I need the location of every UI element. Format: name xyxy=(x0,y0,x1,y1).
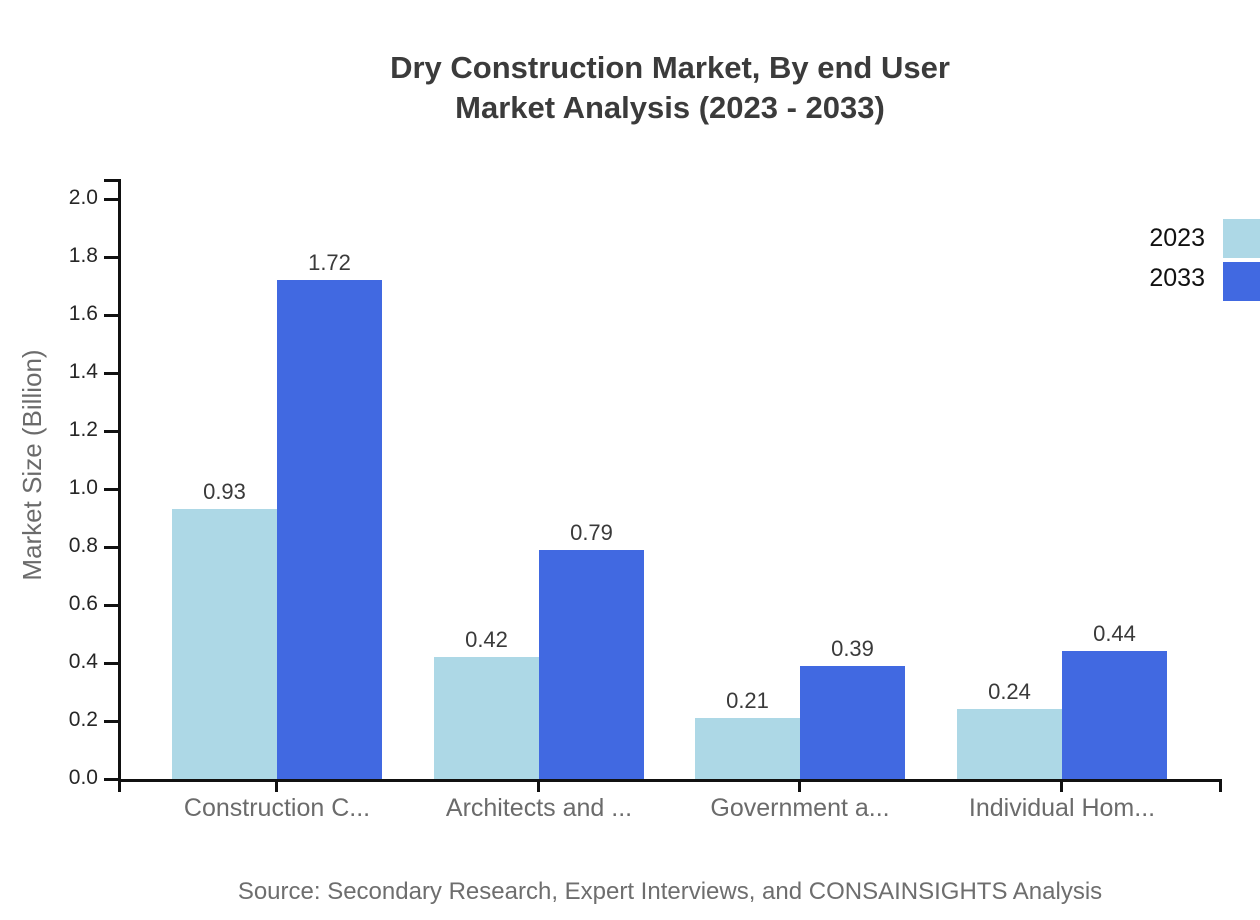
bar-2023-1 xyxy=(434,657,539,779)
x-tick-3 xyxy=(1060,779,1063,792)
bar-2023-2 xyxy=(695,718,800,779)
category-label-2: Government a... xyxy=(710,794,890,822)
bar-2033-0 xyxy=(277,280,382,779)
x-tick-1 xyxy=(537,779,540,792)
y-tick-label-0.8: 0.8 xyxy=(68,534,98,557)
y-tick-1.6 xyxy=(104,314,119,317)
source-note: Source: Secondary Research, Expert Inter… xyxy=(237,878,1103,905)
x-axis-spine xyxy=(118,779,1222,782)
legend-swatch-2023-icon xyxy=(1223,219,1260,258)
y-tick-label-0.2: 0.2 xyxy=(68,708,98,731)
y-tick-0.6 xyxy=(104,604,119,607)
y-tick-label-2.0: 2.0 xyxy=(68,186,98,209)
value-label-2033-0: 1.72 xyxy=(308,250,351,275)
legend-swatch-2033-icon xyxy=(1223,262,1260,301)
category-label-1: Architects and ... xyxy=(445,794,633,822)
bar-2023-0 xyxy=(172,509,277,779)
y-tick-0.0 xyxy=(104,778,119,781)
y-tick-0.2 xyxy=(104,720,119,723)
chart-title-line2: Market Analysis (2023 - 2033) xyxy=(455,90,885,125)
y-tick-2.0 xyxy=(104,198,119,201)
category-label-0: Construction C... xyxy=(183,794,371,822)
value-label-2023-1: 0.42 xyxy=(465,627,508,652)
y-tick-label-1.4: 1.4 xyxy=(68,360,98,383)
value-label-2033-3: 0.44 xyxy=(1093,621,1136,646)
bar-2033-2 xyxy=(800,666,905,779)
value-label-2023-3: 0.24 xyxy=(988,679,1031,704)
y-tick-0.8 xyxy=(104,546,119,549)
y-tick-1.4 xyxy=(104,372,119,375)
y-tick-label-1.2: 1.2 xyxy=(68,418,98,441)
y-tick-1.8 xyxy=(104,256,119,259)
value-label-2023-0: 0.93 xyxy=(203,479,246,504)
chart-title-line1: Dry Construction Market, By end User xyxy=(390,50,950,85)
y-axis-spine xyxy=(118,179,121,782)
category-label-3: Individual Hom... xyxy=(968,794,1156,822)
y-tick-label-1.0: 1.0 xyxy=(68,476,98,499)
chart-title: Dry Construction Market, By end User Mar… xyxy=(120,48,1220,128)
y-tick-label-0.0: 0.0 xyxy=(68,766,98,789)
value-label-2033-2: 0.39 xyxy=(831,636,874,661)
y-tick-1.0 xyxy=(104,488,119,491)
x-tick-2 xyxy=(798,779,801,792)
y-tick-label-1.6: 1.6 xyxy=(68,302,98,325)
bar-2033-1 xyxy=(539,550,644,779)
value-label-2023-2: 0.21 xyxy=(726,688,769,713)
x-tick-0 xyxy=(275,779,278,792)
y-tick-1.2 xyxy=(104,430,119,433)
bar-2023-3 xyxy=(957,709,1062,779)
legend-label-2033: 2033 xyxy=(1149,264,1205,292)
y-tick-label-0.6: 0.6 xyxy=(68,592,98,615)
legend-label-2023: 2023 xyxy=(1149,224,1205,252)
value-label-2033-1: 0.79 xyxy=(570,520,613,545)
y-tick-0.4 xyxy=(104,662,119,665)
bar-2033-3 xyxy=(1062,651,1167,779)
x-axis-end-cap xyxy=(1219,779,1222,792)
y-tick-label-0.4: 0.4 xyxy=(68,650,98,673)
y-axis-end-cap xyxy=(104,179,119,182)
y-tick-label-1.8: 1.8 xyxy=(68,244,98,267)
x-axis-start-cap xyxy=(118,779,121,792)
